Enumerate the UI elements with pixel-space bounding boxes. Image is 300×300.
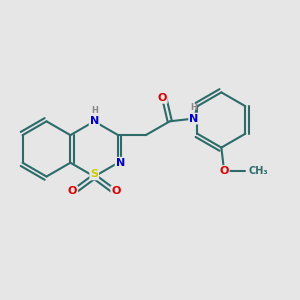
Text: O: O	[111, 186, 121, 197]
Text: N: N	[90, 116, 99, 126]
Text: H: H	[91, 106, 98, 115]
Text: H: H	[190, 103, 197, 112]
Text: N: N	[189, 114, 198, 124]
Text: S: S	[90, 169, 98, 179]
Text: O: O	[158, 93, 167, 103]
Text: N: N	[116, 158, 125, 168]
Text: O: O	[68, 186, 77, 197]
Text: O: O	[219, 166, 229, 176]
Text: CH₃: CH₃	[248, 166, 268, 176]
